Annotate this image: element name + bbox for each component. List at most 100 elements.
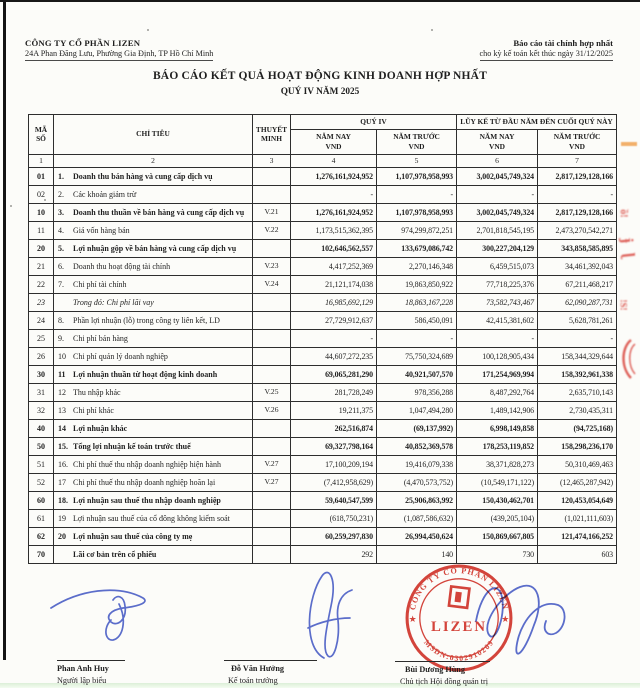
- column-number-row: 1 2 3 4 5 6 7: [28, 153, 618, 168]
- cell-value-5: 1,107,978,958,993: [375, 166, 458, 186]
- item-text: Tổng lợi nhuận kế toán trước thuế: [73, 441, 191, 451]
- cell-value-6: 171,254,969,994: [456, 364, 539, 384]
- cell-item-label: 10 Chi phí quản lý doanh nghiệp: [53, 346, 253, 366]
- table-row: 51 16. Chi phí thuế thu nhập doanh nghiệp …: [28, 454, 618, 474]
- signature-line: [57, 660, 125, 661]
- signature-chief-accountant: [307, 571, 353, 659]
- column-number: 3: [252, 153, 291, 168]
- cell-value-7: (1,021,111,603): [537, 508, 618, 528]
- subheader-currency-label: VND: [408, 141, 425, 151]
- item-text: Lợi nhuận sau thuế của cổ đông không kiể…: [73, 513, 230, 523]
- cell-code: 50: [28, 436, 54, 456]
- item-number: 9.: [58, 333, 64, 343]
- subheader-year-label: NĂM TRƯỚC: [393, 131, 440, 141]
- cell-value-5: 586,450,091: [375, 310, 458, 330]
- item-number: 17: [58, 477, 66, 487]
- item-number: 5.: [58, 243, 64, 253]
- letterhead-left: CÔNG TY CỔ PHẦN LIZEN 24A Phan Đăng Lưu,…: [25, 38, 214, 61]
- cell-value-4: 69,065,281,290: [290, 364, 377, 384]
- cell-value-6: (439,205,104): [456, 508, 539, 528]
- cell-value-6: -: [456, 184, 539, 204]
- cell-value-6: 73,582,743,467: [456, 292, 539, 312]
- table-header-row: MÃ SỐ CHỈ TIÊU THUYẾT MINH QUÝ IV LŨY KẾ…: [28, 114, 618, 155]
- signer-role-chairman: Chủ tịch Hội đồng quản trị: [400, 677, 489, 686]
- table-row: 50 15. Tổng lợi nhuận kế toán trước thuế 69…: [28, 436, 618, 456]
- cell-code: 26: [28, 346, 54, 366]
- scan-artifact-red-mark: !S!: [618, 299, 629, 311]
- scan-speck: [10, 205, 12, 207]
- cell-value-6: (10,549,171,122): [456, 472, 539, 492]
- cell-item-label: 17 Chi phí thuế thu nhập doanh nghiệp hoã…: [53, 472, 253, 492]
- page-subtitle: QUÝ IV NĂM 2025: [280, 87, 360, 97]
- cell-value-4: 19,211,375: [290, 400, 377, 420]
- item-text: Lợi nhuận khác: [73, 423, 128, 433]
- cell-code: 21: [28, 256, 54, 276]
- signature-preparer: [50, 589, 146, 641]
- table-row: 70 Lãi cơ bản trên cổ phiếu 292 140 730 603: [28, 544, 618, 564]
- cell-value-4: 17,100,209,194: [290, 454, 377, 474]
- cell-value-4: 69,327,798,164: [290, 436, 377, 456]
- cell-item-label: 4. Giá vốn hàng bán: [53, 220, 253, 240]
- cell-value-5: 75,750,324,689: [375, 346, 458, 366]
- cell-value-7: -: [537, 184, 618, 204]
- cell-value-5: 25,906,863,992: [375, 490, 458, 510]
- cell-value-6: 300,227,204,129: [456, 238, 539, 258]
- item-text: Lợi nhuận thuần từ hoạt động kinh doanh: [73, 369, 218, 379]
- table-row: 25 9. Chi phí bán hàng - - - -: [28, 328, 618, 348]
- cell-value-5: 40,852,369,578: [375, 436, 458, 456]
- signature-line: [395, 661, 490, 662]
- cell-value-5: 978,356,288: [375, 382, 458, 402]
- cell-value-4: 4,417,252,369: [290, 256, 377, 276]
- subheader-currency-label: VND: [325, 141, 342, 151]
- cell-note-ref: [252, 166, 291, 186]
- star-icon: ★: [409, 614, 417, 624]
- cell-note-ref: [252, 544, 291, 564]
- cell-note-ref: V.27: [252, 472, 291, 492]
- cell-value-4: 27,729,912,637: [290, 310, 377, 330]
- cell-value-7: 2,730,435,311: [537, 400, 618, 420]
- item-number: 16.: [58, 459, 68, 469]
- subheader-currency-label: VND: [489, 141, 506, 151]
- cell-value-6: 150,430,462,701: [456, 490, 539, 510]
- cell-value-4: 262,516,874: [290, 418, 377, 438]
- item-text: Trong đó: Chi phí lãi vay: [73, 297, 154, 307]
- column-number: 2: [53, 153, 253, 168]
- cell-value-7: 67,211,468,217: [537, 274, 618, 294]
- item-text: Doanh thu hoạt động tài chính: [73, 261, 171, 271]
- cell-note-ref: V.24: [252, 274, 291, 294]
- item-number: 20: [58, 531, 66, 541]
- star-icon: ★: [501, 614, 509, 624]
- table-subheader-row: NĂM NAY VND NĂM TRƯỚC VND NĂM NAY VND NĂ…: [29, 128, 618, 155]
- cell-value-5: 19,416,079,338: [375, 454, 458, 474]
- cell-value-7: (94,725,168): [537, 418, 618, 438]
- cell-code: 70: [28, 544, 54, 564]
- cell-value-6: -: [456, 328, 539, 348]
- cell-value-4: 21,121,174,038: [290, 274, 377, 294]
- signer-role-chief-accountant: Kế toán trưởng: [228, 676, 278, 685]
- cell-value-5: 1,047,494,280: [375, 400, 458, 420]
- header-q4-prior: NĂM TRƯỚC VND: [375, 128, 458, 155]
- cell-value-7: (12,465,287,942): [537, 472, 618, 492]
- cell-note-ref: [252, 238, 291, 258]
- cell-item-label: 13 Chi phí khác: [53, 400, 253, 420]
- cell-value-6: 178,253,119,852: [456, 436, 539, 456]
- cell-value-4: 60,259,297,830: [290, 526, 377, 546]
- table-row: 61 19 Lợi nhuận sau thuế của cổ đông không…: [28, 508, 618, 528]
- cell-value-7: 2,817,129,128,166: [537, 202, 618, 222]
- cell-note-ref: [252, 436, 291, 456]
- stamp-logo-icon: [447, 584, 471, 610]
- item-text: Doanh thu bán hàng và cung cấp dịch vụ: [73, 171, 213, 181]
- item-number: 19: [58, 513, 66, 523]
- cell-value-7: 34,461,392,043: [537, 256, 618, 276]
- cell-value-4: -: [290, 328, 377, 348]
- cell-value-5: 18,863,167,228: [375, 292, 458, 312]
- table-row: 23 Trong đó: Chi phí lãi vay 16,985,692,12…: [28, 292, 618, 312]
- scan-artifact-orange-dash: [621, 142, 637, 146]
- item-number: 12: [58, 387, 66, 397]
- scan-edge-bottom: [0, 683, 640, 688]
- cell-value-7: 158,344,329,644: [537, 346, 618, 366]
- letterhead-right: Báo cáo tài chính hợp nhất cho kỳ kế toá…: [479, 38, 613, 61]
- subheader-year-label: NĂM TRƯỚC: [553, 131, 601, 141]
- cell-code: 31: [28, 382, 54, 402]
- cell-code: 62: [28, 526, 54, 546]
